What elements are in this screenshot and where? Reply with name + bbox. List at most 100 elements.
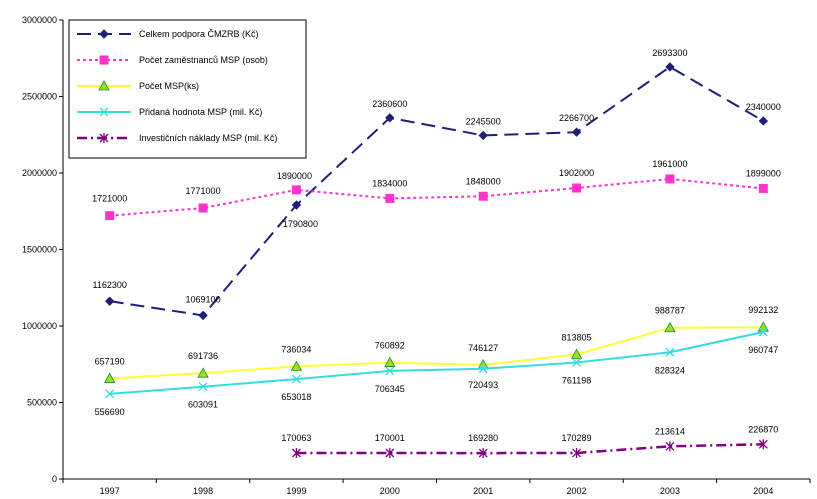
- legend: Celkem podpora ČMZRB (Kč) Počet zaměstnan…: [68, 19, 307, 159]
- plot-area: 1162300 1069100 1790800 2360600 2245500 22667…: [92, 48, 781, 459]
- data-point: [385, 447, 395, 458]
- data-point: [665, 347, 675, 357]
- data-point: [478, 130, 488, 141]
- data-label: 1721000: [92, 194, 127, 204]
- data-point: [105, 211, 115, 221]
- data-point: [571, 127, 582, 137]
- y-tick-label: 1500000: [22, 245, 57, 255]
- data-point: [758, 439, 768, 450]
- data-point: [290, 360, 303, 371]
- data-label: 169280: [468, 433, 498, 443]
- data-point: [384, 356, 396, 367]
- x-tick-label: 2002: [567, 486, 587, 496]
- legend-swatch-marker: [99, 29, 109, 39]
- legend-swatch-marker: [98, 80, 110, 91]
- data-point: [198, 382, 208, 392]
- legend-swatch-marker: [99, 55, 109, 65]
- data-label: 691736: [188, 351, 218, 361]
- data-point: [572, 183, 582, 193]
- data-label: 828324: [655, 365, 685, 375]
- data-label: 213614: [655, 426, 685, 436]
- data-label: 1790800: [283, 219, 318, 229]
- x-tick-label: 1999: [286, 486, 306, 496]
- data-point-stroke: [572, 358, 582, 367]
- data-label: 813805: [562, 332, 592, 342]
- data-label: 1902000: [559, 168, 594, 178]
- data-point-stroke: [385, 366, 395, 376]
- legend-swatch-marker: [99, 107, 109, 117]
- data-label: 170063: [281, 433, 311, 443]
- legend-label: Počet MSP(ks): [139, 81, 199, 91]
- data-point: [197, 367, 209, 378]
- legend-label: Investičních náklady MSP (mil. Kč): [139, 133, 277, 143]
- data-label: 2360600: [372, 99, 407, 109]
- data-label: 2266700: [559, 113, 594, 123]
- x-tick-label: 2004: [753, 486, 773, 496]
- data-label: 720493: [468, 380, 498, 390]
- data-label: 170289: [562, 433, 592, 443]
- data-label: 2340000: [746, 102, 781, 112]
- data-point: [478, 364, 488, 374]
- series-2: 1721000 1771000 1890000 1834000 1848000 19020…: [92, 159, 781, 221]
- chart-axes: 0 500000 1000000 1500000 2000000 2500000 30000…: [22, 15, 811, 496]
- data-point: [758, 327, 768, 337]
- x-tick-label: 1998: [193, 486, 213, 496]
- data-label: 736034: [281, 344, 311, 354]
- data-point: [291, 447, 301, 458]
- data-point: [291, 200, 302, 210]
- legend-label: Celkem podpora ČMZRB (Kč): [139, 29, 259, 39]
- data-point: [664, 321, 676, 333]
- series-4: 556690 603091 653018 706345 720493 761198 8283…: [95, 327, 778, 417]
- legend-label: Přidaná hodnota MSP (mil. Kč): [139, 107, 262, 117]
- data-label: 1899000: [746, 168, 781, 178]
- data-point: [478, 191, 488, 201]
- data-point-stroke: [758, 327, 768, 337]
- legend-item: Počet zaměstnanců MSP (osob): [77, 55, 268, 65]
- series-line: [109, 326, 764, 380]
- data-label: 760892: [375, 341, 405, 351]
- data-label: 657190: [95, 356, 125, 366]
- data-point: [758, 183, 768, 193]
- data-label: 1834000: [372, 178, 407, 188]
- legend-item: Investičních náklady MSP (mil. Kč): [77, 133, 277, 143]
- data-point: [478, 448, 488, 459]
- data-point: [665, 441, 675, 452]
- data-point: [105, 389, 115, 399]
- series-5: 170063 170001 169280 170289 213614 226870: [281, 424, 778, 459]
- data-point: [665, 62, 675, 72]
- data-point-stroke: [291, 374, 301, 384]
- series-line: [109, 177, 764, 217]
- data-label: 706345: [375, 384, 405, 394]
- data-label: 556690: [95, 407, 125, 417]
- data-point: [758, 116, 769, 126]
- series-line: [109, 65, 764, 317]
- data-point: [385, 113, 395, 123]
- legend-label: Počet zaměstnanců MSP (osob): [139, 55, 268, 65]
- series-3: 657190 691736 736034 760892 746127 813805 9887…: [95, 305, 778, 383]
- data-point: [198, 310, 208, 321]
- series-1: 1162300 1069100 1790800 2360600 2245500 22667…: [93, 48, 781, 321]
- data-label: 603091: [188, 400, 218, 410]
- data-point: [572, 447, 582, 458]
- data-label: 960747: [748, 345, 778, 355]
- data-label: 746127: [468, 343, 498, 353]
- data-point-stroke: [105, 389, 115, 399]
- x-tick-label: 2003: [660, 486, 680, 496]
- data-point: [385, 193, 395, 203]
- data-label: 1069100: [186, 294, 221, 304]
- data-label: 761198: [562, 376, 591, 386]
- data-label: 1162300: [93, 280, 127, 290]
- legend-item: Přidaná hodnota MSP (mil. Kč): [77, 107, 262, 117]
- legend-swatch-marker-stroke: [99, 107, 109, 117]
- data-label: 2693300: [652, 48, 687, 58]
- data-point-stroke: [665, 347, 675, 357]
- data-point-stroke: [198, 382, 208, 392]
- data-point: [291, 374, 301, 384]
- legend-item: Počet MSP(ks): [77, 80, 199, 91]
- data-label: 1771000: [186, 186, 221, 196]
- data-label: 988787: [655, 306, 685, 316]
- data-label: 1848000: [466, 176, 501, 186]
- series-line: [296, 443, 764, 455]
- data-point: [572, 358, 582, 367]
